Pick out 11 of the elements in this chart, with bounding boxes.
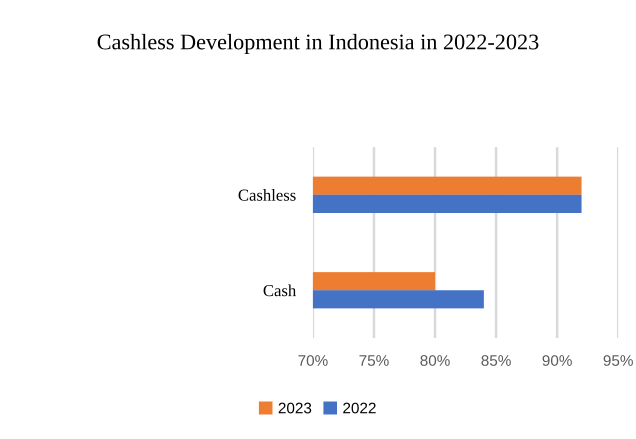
x-tick-label: 80% — [420, 355, 450, 366]
legend-label: 2022 — [343, 402, 376, 414]
y-tick-label: Cashless — [238, 189, 296, 201]
x-tick-label: 95% — [604, 355, 633, 366]
x-tick-label: 70% — [298, 355, 328, 366]
x-tick-label: 85% — [481, 355, 511, 366]
chart-title: Cashless Development in Indonesia in 2022-2023 — [98, 34, 538, 54]
legend-label: 2023 — [278, 402, 312, 414]
y-tick-label: Cash — [264, 284, 296, 296]
x-tick-label: 75% — [359, 355, 389, 366]
x-tick-label: 90% — [542, 355, 572, 366]
